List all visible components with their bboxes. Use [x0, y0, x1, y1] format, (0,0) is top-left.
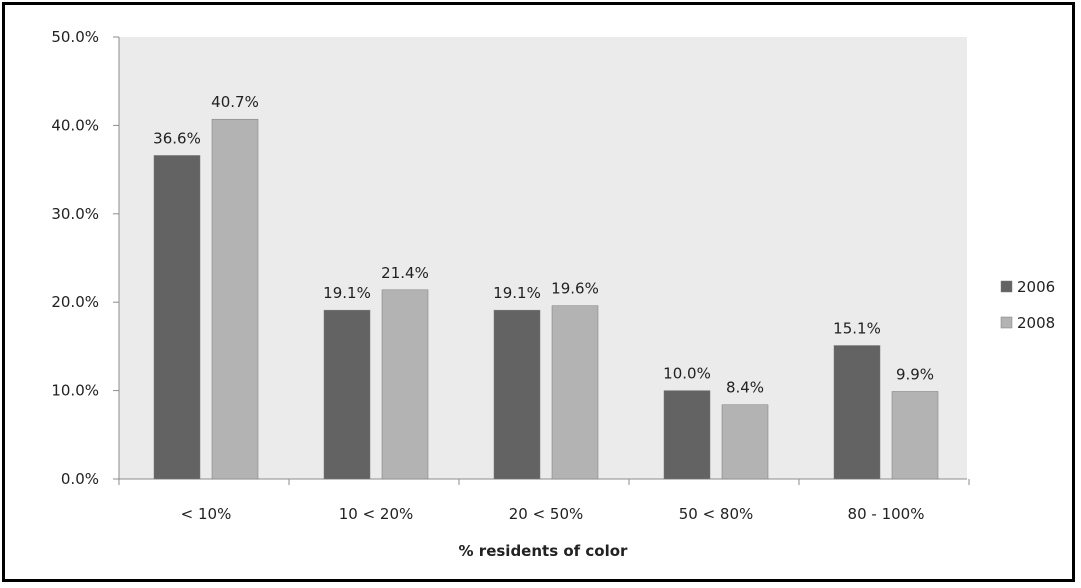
data-label: 15.1% [833, 320, 881, 338]
bar-2008 [382, 290, 428, 479]
x-tick-label: 10 < 20% [339, 505, 414, 523]
bar-2008 [212, 119, 258, 479]
legend-swatch-2008 [1001, 317, 1012, 328]
bar-2006 [324, 310, 370, 479]
x-axis: < 10% 10 < 20% 20 < 50% 50 < 80% 80 - 100% [119, 479, 969, 523]
legend-swatch-2006 [1001, 281, 1012, 292]
data-label: 36.6% [153, 129, 201, 147]
y-tick-label: 10.0% [51, 382, 99, 400]
legend: 2006 2008 [1001, 278, 1055, 332]
data-label: 9.9% [896, 365, 934, 383]
data-label: 10.0% [663, 365, 711, 383]
data-label: 40.7% [211, 93, 259, 111]
bar-2008 [892, 391, 938, 479]
data-label: 21.4% [381, 264, 429, 282]
x-tick-label: 80 - 100% [848, 505, 925, 523]
y-tick-label: 30.0% [51, 205, 99, 223]
bar-2006 [494, 310, 540, 479]
chart-frame: 0.0% 10.0% 20.0% 30.0% 40.0% 50.0% < 10% 10 < … [2, 2, 1075, 582]
y-tick-label: 50.0% [51, 28, 99, 46]
data-label: 19.6% [551, 280, 599, 298]
bar-chart: 0.0% 10.0% 20.0% 30.0% 40.0% 50.0% < 10% 10 < … [5, 5, 1072, 579]
bar-2006 [664, 391, 710, 479]
y-tick-label: 0.0% [61, 470, 99, 488]
y-tick-label: 20.0% [51, 293, 99, 311]
y-tick-label: 40.0% [51, 116, 99, 134]
bar-2008 [552, 306, 598, 479]
bar-2008 [722, 405, 768, 479]
data-label: 19.1% [323, 284, 371, 302]
x-tick-label: 50 < 80% [679, 505, 754, 523]
x-axis-title: % residents of color [459, 542, 628, 560]
bar-2006 [834, 346, 880, 479]
legend-label: 2006 [1017, 278, 1055, 296]
y-axis: 0.0% 10.0% 20.0% 30.0% 40.0% 50.0% [51, 28, 119, 488]
legend-label: 2008 [1017, 314, 1055, 332]
x-tick-label: 20 < 50% [509, 505, 584, 523]
x-tick-label: < 10% [181, 505, 232, 523]
data-label: 19.1% [493, 284, 541, 302]
bar-2006 [154, 155, 200, 479]
data-label: 8.4% [726, 379, 764, 397]
